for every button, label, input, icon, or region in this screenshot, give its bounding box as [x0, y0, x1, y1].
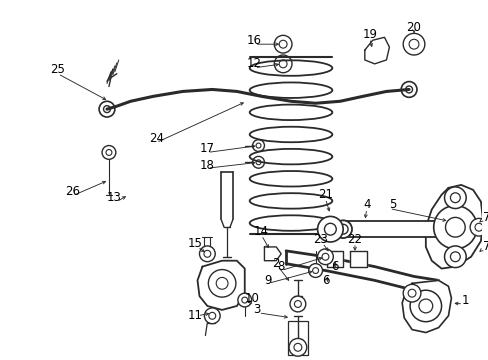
Circle shape — [446, 220, 463, 238]
Circle shape — [237, 293, 251, 307]
Circle shape — [204, 308, 220, 324]
Circle shape — [334, 220, 351, 238]
Text: 7: 7 — [482, 240, 488, 253]
Circle shape — [199, 246, 215, 262]
Circle shape — [403, 284, 420, 302]
Polygon shape — [197, 261, 244, 310]
Circle shape — [208, 270, 235, 297]
Text: 10: 10 — [244, 292, 259, 305]
Text: 12: 12 — [246, 57, 262, 70]
Text: 23: 23 — [312, 233, 327, 246]
Polygon shape — [264, 247, 281, 261]
Text: 8: 8 — [277, 260, 285, 273]
Text: 13: 13 — [106, 191, 121, 204]
Text: 22: 22 — [347, 233, 362, 246]
Polygon shape — [349, 251, 366, 267]
Circle shape — [433, 206, 476, 249]
Text: 7: 7 — [482, 211, 488, 224]
Circle shape — [317, 216, 343, 242]
Circle shape — [469, 219, 487, 236]
Polygon shape — [402, 280, 450, 333]
Text: 26: 26 — [65, 185, 80, 198]
Text: 6: 6 — [331, 260, 338, 273]
Text: 4: 4 — [362, 198, 370, 211]
Circle shape — [317, 249, 333, 265]
Text: 14: 14 — [253, 225, 268, 238]
Circle shape — [409, 290, 441, 322]
Text: 3: 3 — [252, 303, 260, 316]
Text: 24: 24 — [148, 132, 163, 145]
Text: 17: 17 — [200, 142, 214, 155]
Text: 18: 18 — [200, 159, 214, 172]
Circle shape — [308, 264, 322, 278]
Polygon shape — [364, 37, 388, 64]
Text: 5: 5 — [388, 198, 395, 211]
Text: 6: 6 — [321, 274, 328, 287]
Text: 11: 11 — [188, 309, 203, 322]
Text: 20: 20 — [406, 21, 421, 34]
Circle shape — [288, 338, 306, 356]
Polygon shape — [425, 185, 482, 269]
Text: 1: 1 — [461, 293, 468, 307]
Bar — [287, 321, 307, 355]
Text: 2: 2 — [272, 257, 280, 270]
Text: 15: 15 — [188, 238, 203, 251]
Text: 25: 25 — [50, 63, 65, 76]
Text: 19: 19 — [362, 28, 376, 41]
Circle shape — [289, 296, 305, 312]
Bar — [343, 221, 454, 237]
Text: 21: 21 — [317, 188, 332, 201]
Text: 16: 16 — [246, 34, 262, 47]
Polygon shape — [327, 251, 343, 267]
Text: 9: 9 — [264, 274, 271, 287]
Circle shape — [444, 187, 465, 208]
Circle shape — [444, 246, 465, 267]
